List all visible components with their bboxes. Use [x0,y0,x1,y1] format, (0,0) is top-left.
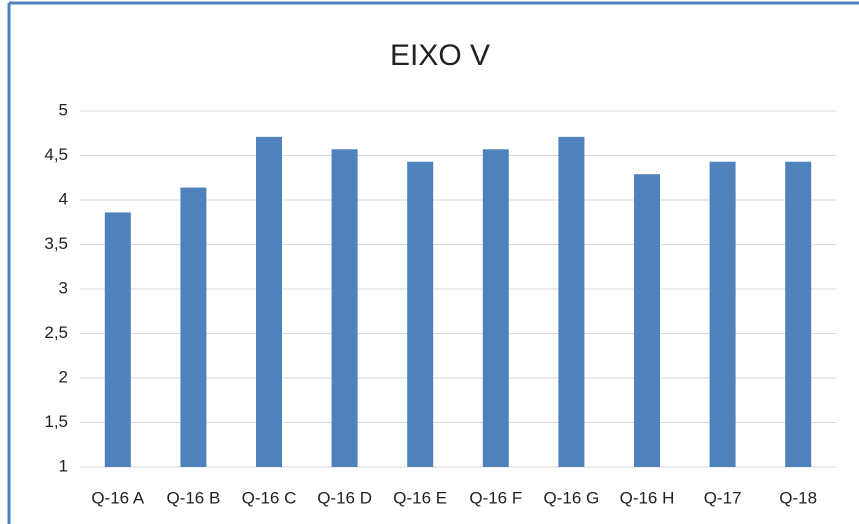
bar [558,136,585,467]
x-tick-label: Q-16 B [166,488,220,507]
bar [634,174,660,467]
y-tick-label: 1 [59,456,68,475]
y-tick-label: 2,5 [44,323,68,342]
x-tick-label: Q-17 [704,488,742,507]
chart-title: EIXO V [390,39,490,72]
bar [180,187,207,468]
y-tick-label: 4,5 [44,145,68,164]
x-tick-label: Q-16 E [393,488,447,507]
bar [407,161,434,468]
x-tick-label: Q-16 D [317,488,372,507]
bar [256,136,282,467]
y-tick-label: 3 [59,278,68,297]
y-tick-label: 5 [59,100,68,119]
bar [482,149,509,467]
x-tick-label: Q-16 C [242,488,297,507]
x-tick-label: Q-18 [779,488,817,507]
bar [331,149,358,467]
x-tick-label: Q-16 H [620,488,675,507]
x-tick-label: Q-16 G [544,488,600,507]
x-tick-label: Q-16 A [91,488,145,507]
y-tick-label: 4 [59,189,68,208]
y-tick-label: 1,5 [44,412,68,431]
y-tick-label: 2 [59,367,68,386]
bar [709,161,736,468]
y-tick-label: 3,5 [44,234,68,253]
bar [785,161,812,468]
bar [104,212,131,467]
x-tick-label: Q-16 F [469,488,522,507]
